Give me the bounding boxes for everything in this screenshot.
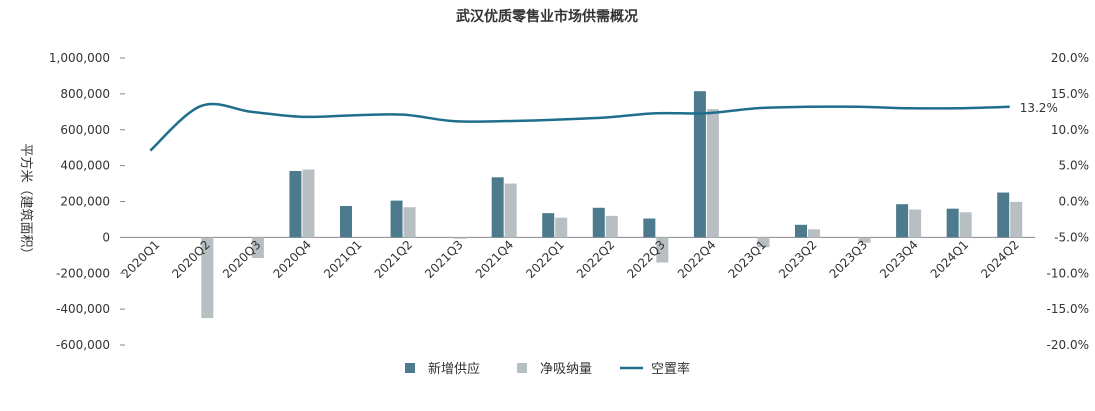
x-tick-label: 2020Q4 [270, 238, 314, 282]
y-tick-label: -400,000 [56, 302, 110, 316]
y-tick-label: -200,000 [56, 266, 110, 280]
x-tick-label: 2023Q2 [776, 238, 820, 282]
y-tick-label: 0 [102, 230, 110, 244]
supply-bar [693, 91, 706, 238]
x-tick-label: 2023Q4 [877, 238, 921, 282]
supply-bar [390, 200, 403, 238]
supply-bar [795, 224, 807, 238]
absorption-bar [808, 229, 820, 238]
supply-bar [946, 208, 959, 238]
absorption-bar [605, 215, 618, 238]
legend-label-supply: 新增供应 [428, 361, 480, 377]
absorption-bar [706, 109, 719, 238]
y2-tick-label: -15.0% [1047, 302, 1089, 316]
supply-bar [643, 218, 656, 238]
x-tick-label: 2022Q4 [675, 238, 719, 282]
absorption-bar [403, 207, 416, 238]
axes: 1,000,000 800,000 600,000 400,000 200,000 0 -2… [49, 51, 1089, 352]
chart-title: 武汉优质零售业市场供需概况 [456, 8, 638, 25]
y2-tick-label: 15.0% [1051, 87, 1089, 101]
y-tick-label: -600,000 [56, 338, 110, 352]
supply-bar [896, 204, 909, 238]
x-tick-label: 2022Q1 [523, 238, 567, 282]
y2-tick-label: 20.0% [1051, 51, 1089, 65]
x-tick-label: 2024Q2 [978, 238, 1022, 282]
legend-swatch-supply [405, 363, 415, 373]
x-tick-labels: 2020Q1 2020Q2 2020Q3 2020Q4 2021Q1 2021Q2 2021… [119, 238, 1022, 282]
legend-label-vacancy: 空置率 [651, 361, 690, 377]
y-tick-label: 1,000,000 [49, 51, 110, 65]
legend: 新增供应 净吸纳量 空置率 [405, 361, 690, 377]
supply-bar [592, 207, 605, 238]
supply-bar [542, 213, 555, 238]
legend-swatch-absorption [517, 363, 527, 373]
x-tick-label: 2020Q1 [119, 238, 163, 282]
absorption-bar [656, 237, 669, 263]
y2-tick-label: -20.0% [1047, 338, 1089, 352]
legend-label-absorption: 净吸纳量 [540, 362, 592, 377]
x-tick-label: 2020Q3 [220, 238, 264, 282]
absorption-bar [302, 169, 315, 238]
vacancy-rate-line [149, 102, 1010, 152]
vacancy-line-group: 13.2% [149, 101, 1058, 152]
absorption-bar [504, 183, 517, 238]
absorption-bar [909, 209, 922, 238]
y2-tick-label: 0.0% [1059, 195, 1090, 209]
x-tick-label: 2023Q3 [827, 238, 871, 282]
absorption-bar [959, 212, 972, 238]
y2-tick-label: 10.0% [1051, 123, 1089, 137]
x-tick-label: 2021Q4 [473, 238, 517, 282]
absorption-bar [201, 237, 214, 319]
x-tick-label: 2021Q2 [372, 238, 416, 282]
bars [201, 91, 1023, 319]
absorption-bar [858, 237, 871, 243]
absorption-bar [454, 237, 467, 239]
supply-bar [491, 177, 504, 238]
absorption-bar [555, 217, 568, 238]
absorption-bar [251, 237, 264, 259]
x-tick-label: 2023Q1 [725, 238, 769, 282]
supply-bar [340, 205, 352, 238]
y-tick-label: 800,000 [60, 87, 110, 101]
supply-bar [997, 192, 1010, 238]
x-tick-label: 2021Q3 [422, 238, 466, 282]
absorption-bar [1010, 201, 1023, 238]
y-tick-label: 400,000 [60, 159, 110, 173]
absorption-bar [757, 237, 770, 248]
y2-tick-label: -5.0% [1054, 230, 1089, 244]
x-tick-label: 2024Q1 [928, 238, 972, 282]
vacancy-rate-label: 13.2% [1020, 101, 1058, 115]
y-tick-label: 600,000 [60, 123, 110, 137]
y2-tick-label: 5.0% [1059, 159, 1090, 173]
x-tick-label: 2022Q2 [574, 238, 618, 282]
x-tick-label: 2021Q1 [321, 238, 365, 282]
supply-bar [289, 171, 302, 238]
y-tick-label: 200,000 [60, 195, 110, 209]
y-axis-title: 平方米（建筑面积） [18, 143, 34, 260]
y2-tick-label: -10.0% [1047, 266, 1089, 280]
